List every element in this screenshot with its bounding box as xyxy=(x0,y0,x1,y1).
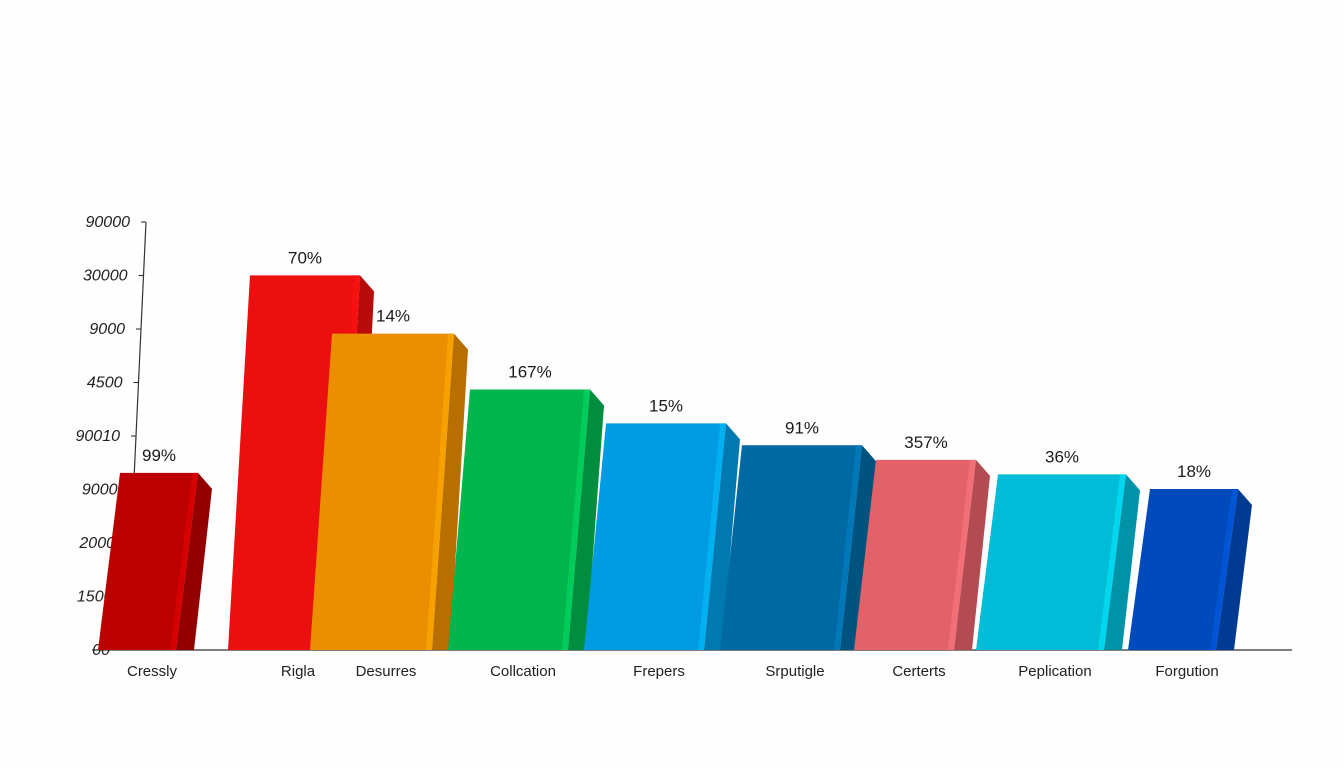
y-tick-label: 90000 xyxy=(86,214,131,231)
y-tick-label: 2000 xyxy=(78,535,115,552)
x-category-label: Srputigle xyxy=(765,663,824,680)
bar-side-face xyxy=(432,333,468,650)
x-category-label: Cressly xyxy=(127,663,178,680)
bar-highlight xyxy=(948,459,976,650)
bar-highlight xyxy=(834,445,862,650)
bar-front-face xyxy=(976,474,1126,650)
x-category-label: Rigla xyxy=(281,663,316,680)
bar-front-face xyxy=(584,423,726,650)
bars xyxy=(98,275,1252,650)
bar-value-label: 36% xyxy=(1045,447,1079,466)
bar-highlight xyxy=(170,472,198,650)
bar-value-label: 167% xyxy=(508,362,551,381)
y-tick-label: 30000 xyxy=(83,268,128,285)
x-category-label: Certerts xyxy=(892,663,945,680)
bar-highlight xyxy=(426,333,454,650)
bar xyxy=(976,474,1140,650)
bar xyxy=(854,459,990,650)
y-tick-label: 9000 xyxy=(82,482,118,499)
bar-front-face xyxy=(310,333,454,650)
bar-value-label: 357% xyxy=(904,433,947,452)
bar-value-label: 15% xyxy=(649,396,683,415)
bar-highlight xyxy=(1210,488,1238,650)
bar-front-face xyxy=(448,389,590,650)
bar xyxy=(584,423,740,650)
bar-side-face xyxy=(176,472,212,650)
y-tick-label: 1500 xyxy=(77,589,113,606)
bar-side-face xyxy=(1216,488,1252,650)
bar-side-face xyxy=(1104,474,1140,650)
bar-side-face xyxy=(954,459,990,650)
bar xyxy=(310,333,468,650)
bar-value-label: 18% xyxy=(1177,462,1211,481)
bar-highlight xyxy=(1098,474,1126,650)
x-category-label: Forgution xyxy=(1155,663,1218,680)
y-tick-label: 4500 xyxy=(87,375,123,392)
bar-front-face xyxy=(98,472,198,650)
bar xyxy=(720,445,876,650)
bar-value-label: 14% xyxy=(376,307,410,326)
bar-front-face xyxy=(1128,488,1238,650)
bar-value-label: 91% xyxy=(785,418,819,437)
bar-value-label: 99% xyxy=(142,446,176,465)
bar-front-face xyxy=(854,459,976,650)
y-tick-label: 9000 xyxy=(89,321,125,338)
bar-side-face xyxy=(840,445,876,650)
bar-highlight xyxy=(698,423,726,650)
bar xyxy=(448,389,604,650)
bar-side-face xyxy=(704,423,740,650)
bar xyxy=(98,472,212,650)
y-tick-label: 90010 xyxy=(76,428,121,445)
bar xyxy=(1128,488,1252,650)
bar-highlight xyxy=(562,389,590,650)
bar-front-face xyxy=(720,445,862,650)
x-category-label: Desurres xyxy=(356,663,417,680)
bar-value-label: 70% xyxy=(288,248,322,267)
x-category-label: Collcation xyxy=(490,663,556,680)
bar-value-labels: 99% 70% 14% 167% 15% 91% 357% 36% 18% xyxy=(142,248,1211,481)
x-category-labels: Cressly Rigla Desurres Collcation Frepers Srp… xyxy=(127,663,1219,680)
bar-side-face xyxy=(568,389,604,650)
x-category-label: Peplication xyxy=(1018,663,1091,680)
x-category-label: Frepers xyxy=(633,663,685,680)
